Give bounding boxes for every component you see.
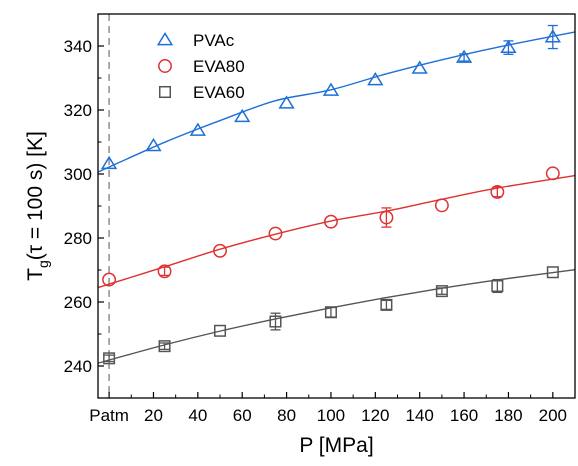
y-axis-title-main: T bbox=[24, 268, 47, 281]
data-point-pvac bbox=[145, 137, 162, 152]
data-point-eva80 bbox=[545, 166, 560, 181]
data-point-pvac bbox=[544, 29, 561, 43]
data-point-eva60 bbox=[103, 352, 116, 365]
legend-marker-eva60 bbox=[158, 85, 172, 99]
fit-curve-pvac bbox=[97, 31, 576, 173]
y-tick-label: 300 bbox=[64, 165, 92, 184]
legend-marker-pvac bbox=[156, 32, 174, 46]
data-point-eva60 bbox=[324, 306, 337, 319]
data-point-eva60 bbox=[491, 279, 504, 293]
data-points bbox=[100, 29, 561, 365]
data-point-eva80 bbox=[324, 214, 338, 229]
data-point-eva60 bbox=[546, 266, 559, 279]
data-point-pvac bbox=[322, 82, 340, 96]
x-tick-label: 60 bbox=[233, 406, 252, 425]
legend: PVAc EVA80 EVA60 bbox=[156, 31, 245, 102]
data-point-eva80 bbox=[102, 272, 117, 287]
data-point-pvac bbox=[455, 49, 473, 63]
fit-curve-eva80 bbox=[97, 174, 576, 289]
y-tick-label: 340 bbox=[64, 37, 92, 56]
data-point-eva60 bbox=[435, 285, 448, 298]
y-tick-label: 320 bbox=[64, 101, 92, 120]
legend-marker-eva80 bbox=[158, 59, 172, 73]
data-point-pvac bbox=[367, 71, 384, 86]
data-point-eva80 bbox=[490, 184, 505, 199]
data-point-eva80 bbox=[157, 264, 172, 279]
x-tick-label: 160 bbox=[450, 406, 478, 425]
data-point-eva60 bbox=[158, 340, 171, 353]
data-point-eva80 bbox=[434, 198, 449, 213]
y-axis-title: Tg(τ = 100 s) [K] bbox=[24, 131, 51, 281]
data-point-pvac bbox=[500, 39, 517, 53]
legend-label-eva80: EVA80 bbox=[193, 57, 245, 76]
data-point-eva80 bbox=[379, 210, 394, 225]
axis-ticks: Patm 20 40 60 80 100 120 140 160 180 200 240 260 280 3… bbox=[64, 37, 567, 425]
y-tick-label: 260 bbox=[64, 293, 92, 312]
y-axis-title-rest: (τ = 100 s) [K] bbox=[24, 131, 47, 260]
data-point-eva60 bbox=[214, 324, 227, 337]
data-point-eva80 bbox=[213, 243, 227, 258]
data-point-pvac bbox=[189, 122, 206, 136]
x-axis-title: P [MPa] bbox=[299, 434, 373, 457]
x-tick-label: 200 bbox=[539, 406, 567, 425]
data-point-pvac bbox=[234, 108, 251, 123]
legend-label-eva60: EVA60 bbox=[193, 83, 245, 102]
error-bars bbox=[104, 24, 558, 363]
x-tick-label: Patm bbox=[89, 406, 129, 425]
y-tick-label: 280 bbox=[64, 229, 92, 248]
y-tick-label: 240 bbox=[64, 357, 92, 376]
x-tick-label: 20 bbox=[144, 406, 163, 425]
x-tick-label: 40 bbox=[188, 406, 207, 425]
x-tick-label: 120 bbox=[361, 406, 389, 425]
data-point-eva80 bbox=[268, 226, 283, 241]
y-axis-title-subscript: g bbox=[35, 260, 51, 268]
legend-label-pvac: PVAc bbox=[193, 31, 235, 50]
data-point-pvac bbox=[411, 60, 428, 74]
x-tick-label: 180 bbox=[494, 406, 522, 425]
data-point-eva60 bbox=[380, 298, 393, 311]
data-point-pvac bbox=[100, 155, 118, 170]
x-tick-label: 100 bbox=[317, 406, 345, 425]
data-point-eva60 bbox=[269, 315, 282, 328]
data-point-pvac bbox=[278, 95, 295, 109]
x-tick-label: 140 bbox=[406, 406, 434, 425]
x-tick-label: 80 bbox=[277, 406, 296, 425]
